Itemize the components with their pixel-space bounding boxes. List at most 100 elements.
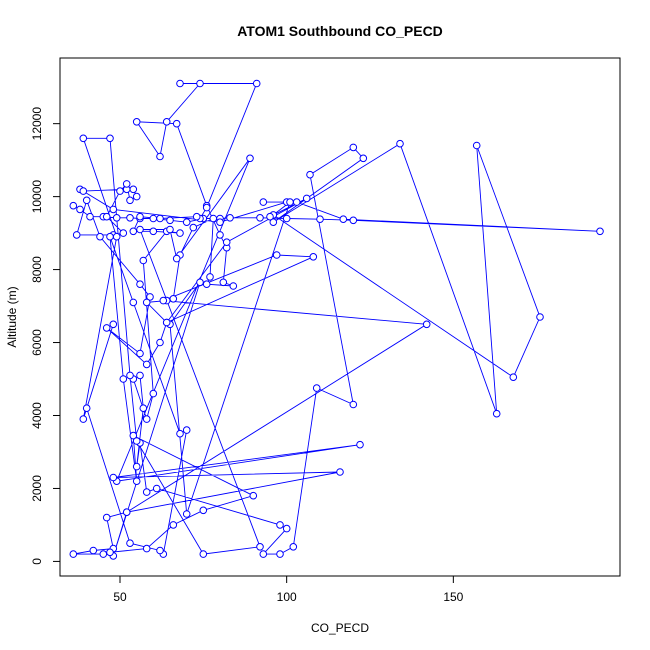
data-point	[396, 139, 404, 148]
data-point	[72, 231, 81, 239]
y-tick-label: 2000	[30, 475, 44, 502]
x-axis: 50 100 150	[113, 575, 464, 604]
y-tick-label: 12000	[30, 107, 44, 141]
data-point	[202, 280, 211, 289]
data-point	[169, 295, 178, 303]
data-point	[106, 232, 114, 241]
data-point	[142, 488, 151, 496]
data-point	[246, 154, 254, 163]
data-point	[229, 282, 238, 290]
data-point	[259, 198, 268, 206]
data-point	[162, 118, 171, 126]
data-point	[289, 543, 298, 551]
data-point	[216, 231, 224, 239]
data-point	[509, 373, 518, 382]
data-point	[176, 429, 184, 438]
data-point	[316, 215, 324, 223]
data-point	[219, 278, 228, 287]
data-point	[76, 205, 84, 214]
data-point	[166, 216, 174, 225]
data-point	[79, 187, 88, 195]
data-point	[306, 170, 314, 179]
y-axis: 0 2000 4000 6000 8000 10000 12000	[30, 107, 61, 565]
data-point	[149, 389, 158, 398]
data-point	[132, 118, 141, 126]
data-point	[196, 79, 204, 88]
data-point	[79, 134, 88, 143]
data-point	[349, 216, 358, 225]
data-point	[106, 134, 114, 143]
data-point	[126, 371, 134, 380]
data-point	[136, 212, 144, 221]
data-point	[159, 296, 168, 305]
data-point	[196, 278, 204, 287]
chart-title: ATOM1 Southbound CO_PECD	[237, 23, 443, 39]
data-point	[132, 462, 141, 471]
data-point	[182, 510, 191, 518]
data-point	[109, 320, 118, 329]
x-tick-label: 100	[277, 590, 297, 604]
data-point	[216, 218, 224, 226]
data-point	[146, 293, 154, 301]
data-point	[149, 227, 158, 236]
data-point	[136, 349, 144, 358]
data-point	[349, 400, 358, 409]
data-point	[126, 196, 134, 205]
data-point	[302, 194, 311, 203]
data-point	[102, 212, 111, 221]
data-point	[136, 280, 144, 289]
data-point	[282, 524, 291, 533]
data-point	[149, 214, 158, 223]
data-point	[109, 205, 118, 214]
x-tick-label: 50	[113, 590, 127, 604]
data-point	[286, 198, 294, 206]
data-point	[152, 484, 161, 493]
data-point	[129, 431, 138, 440]
data-point	[132, 437, 141, 445]
y-axis-label: Altitude (m)	[5, 286, 19, 347]
y-tick-label: 0	[30, 558, 44, 565]
data-point	[596, 227, 604, 236]
data-point	[109, 473, 118, 482]
data-point	[132, 477, 141, 486]
data-point	[209, 214, 218, 223]
data-point	[199, 506, 208, 515]
data-point	[272, 251, 281, 259]
data-point	[226, 214, 234, 222]
data-point	[79, 415, 88, 423]
data-point	[312, 384, 321, 392]
data-point	[172, 119, 181, 128]
data-point	[162, 318, 171, 327]
data-point	[256, 543, 264, 551]
data-point	[266, 212, 274, 221]
data-point	[136, 225, 144, 234]
data-point	[69, 550, 78, 558]
data-point	[129, 298, 138, 307]
data-point	[222, 238, 231, 246]
data-point	[472, 141, 481, 150]
data-point	[156, 546, 164, 555]
data-point	[189, 223, 198, 232]
data-point	[102, 324, 111, 332]
data-point	[132, 192, 141, 201]
data-point	[106, 548, 114, 557]
data-point	[206, 273, 214, 281]
data-point	[492, 409, 501, 418]
plot-frame	[59, 57, 621, 577]
data-point	[169, 521, 178, 529]
data-point	[129, 185, 138, 194]
data-point	[276, 550, 284, 558]
data-point	[89, 546, 98, 555]
data-point	[176, 229, 184, 237]
data-point	[256, 214, 264, 222]
data-point	[259, 550, 268, 558]
data-point	[172, 254, 181, 263]
series-layer	[73, 83, 601, 557]
data-point	[356, 440, 364, 449]
data-point	[142, 360, 151, 369]
data-point	[339, 215, 348, 223]
data-point	[292, 198, 301, 206]
data-point	[86, 212, 94, 221]
